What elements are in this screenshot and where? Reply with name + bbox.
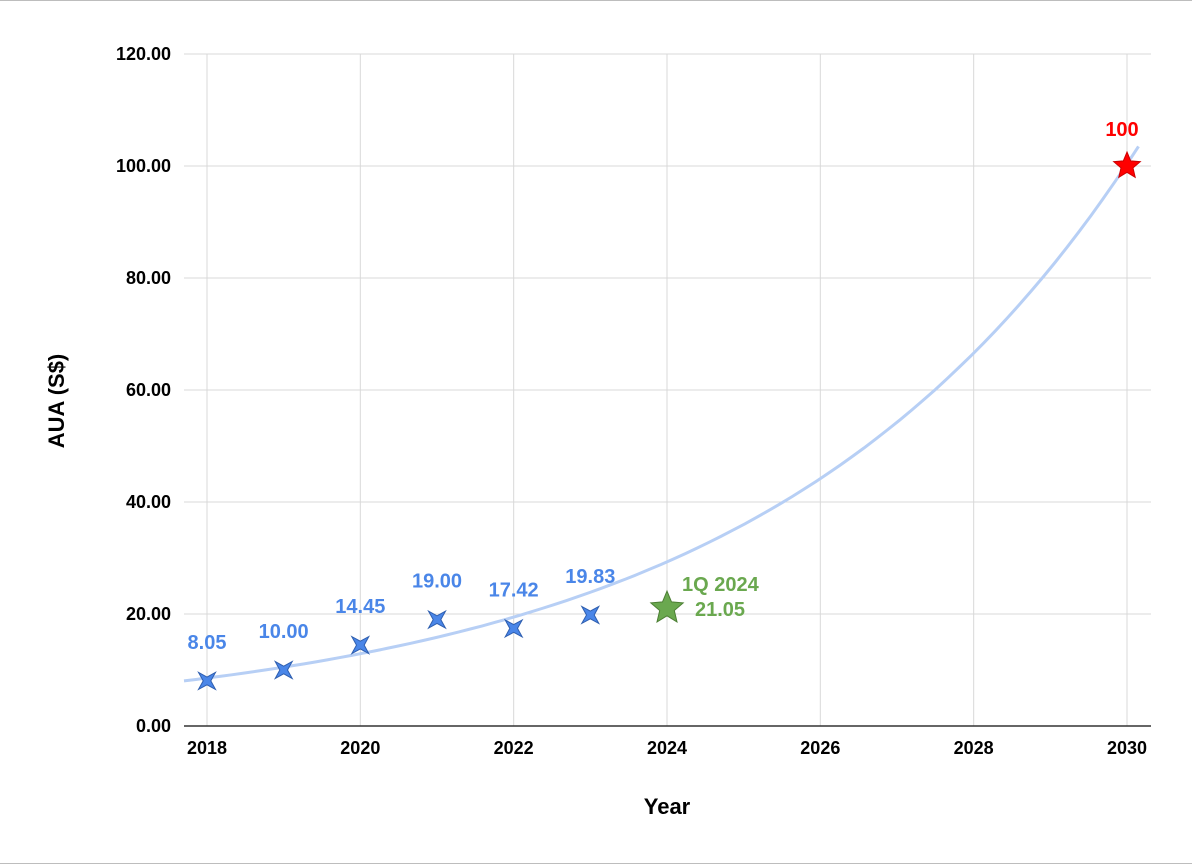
x-tick-label: 2026 bbox=[800, 738, 840, 758]
data-label: 17.42 bbox=[489, 579, 539, 601]
y-tick-label: 0.00 bbox=[136, 716, 171, 736]
star-marker bbox=[1112, 150, 1142, 179]
data-label-line2: 21.05 bbox=[695, 599, 745, 621]
gridlines bbox=[184, 53, 1151, 726]
y-tick-label: 20.00 bbox=[126, 604, 171, 624]
cross-star-marker bbox=[427, 609, 447, 630]
x-axis-ticks: 2018 2020 2022 2024 2026 2028 2030 bbox=[187, 738, 1147, 758]
data-label: 19.00 bbox=[412, 571, 462, 593]
x-tick-label: 2022 bbox=[494, 738, 534, 758]
x-tick-label: 2030 bbox=[1107, 738, 1147, 758]
trendline bbox=[183, 145, 1140, 683]
y-tick-label: 120.00 bbox=[116, 44, 171, 64]
data-markers bbox=[197, 150, 1142, 691]
data-label: 19.83 bbox=[565, 566, 615, 588]
data-label: 100 bbox=[1105, 119, 1138, 141]
x-tick-label: 2028 bbox=[954, 738, 994, 758]
star-marker bbox=[649, 589, 685, 623]
y-tick-label: 60.00 bbox=[126, 380, 171, 400]
y-axis-title: AUA (S$) bbox=[44, 354, 69, 449]
x-axis-title: Year bbox=[644, 794, 691, 819]
data-label: 14.45 bbox=[335, 596, 385, 618]
data-label: 8.05 bbox=[188, 632, 227, 654]
y-tick-label: 80.00 bbox=[126, 268, 171, 288]
x-tick-label: 2020 bbox=[340, 738, 380, 758]
data-label: 10.00 bbox=[259, 621, 309, 643]
y-tick-label: 100.00 bbox=[116, 156, 171, 176]
cross-star-marker bbox=[197, 671, 217, 691]
cross-star-marker bbox=[580, 605, 601, 625]
cross-star-marker bbox=[503, 618, 524, 639]
cross-star-marker bbox=[350, 635, 371, 655]
y-tick-label: 40.00 bbox=[126, 492, 171, 512]
data-label-line1: 1Q 2024 bbox=[682, 574, 760, 596]
y-axis-ticks: 0.00 20.00 40.00 60.00 80.00 100.00 120.00 bbox=[116, 44, 171, 736]
x-tick-label: 2018 bbox=[187, 738, 227, 758]
x-tick-label: 2024 bbox=[647, 738, 687, 758]
data-labels: 8.05 10.00 14.45 19.00 17.42 19.83 1Q 2024 21.0… bbox=[188, 119, 1139, 654]
cross-star-marker bbox=[273, 660, 294, 680]
